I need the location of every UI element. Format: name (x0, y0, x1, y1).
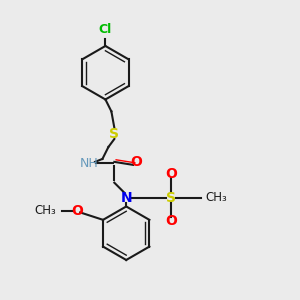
Text: NH: NH (80, 157, 98, 170)
Text: S: S (166, 190, 176, 205)
Text: CH₃: CH₃ (205, 191, 227, 204)
Text: S: S (109, 127, 119, 141)
Text: N: N (120, 190, 132, 205)
Text: Cl: Cl (99, 22, 112, 36)
Text: CH₃: CH₃ (34, 204, 56, 218)
Text: O: O (165, 214, 177, 228)
Text: O: O (131, 155, 142, 169)
Text: O: O (71, 204, 83, 218)
Text: O: O (165, 167, 177, 181)
